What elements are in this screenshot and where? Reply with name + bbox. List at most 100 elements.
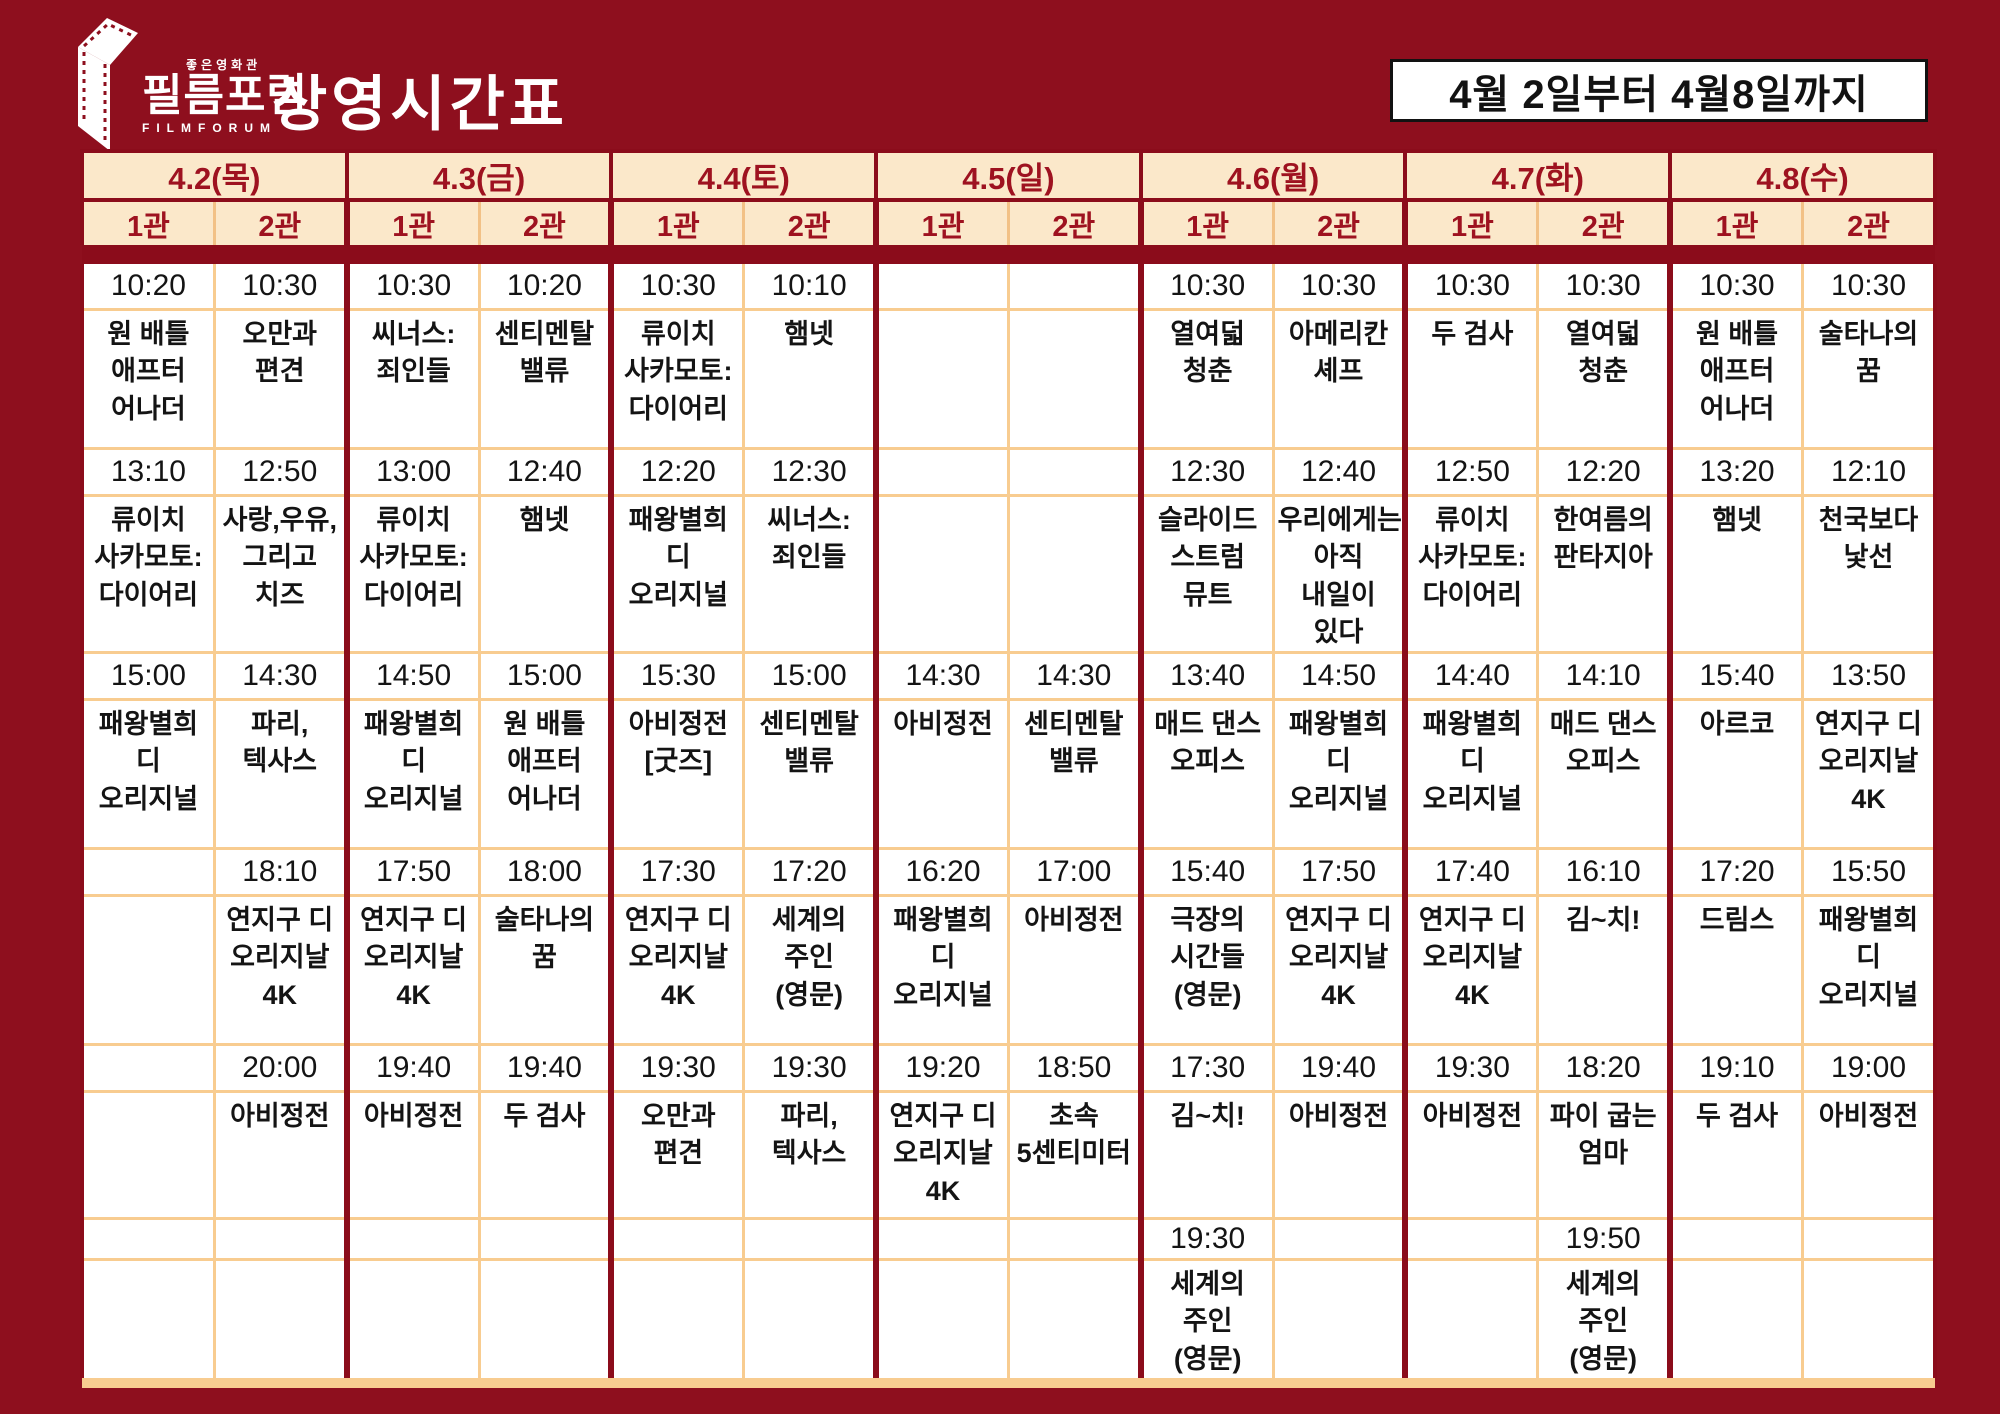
- movie-title-cell: 아비정전: [1006, 894, 1141, 1045]
- showtime-cell: 19:30: [1137, 1217, 1274, 1260]
- movie-title-cell: [1402, 1257, 1538, 1378]
- showtime-cell: [873, 264, 1009, 310]
- showtime-cell: 12:10: [1800, 447, 1937, 496]
- movie-title-cell: 파리, 텍사스: [212, 698, 347, 849]
- showtime-cell: 10:30: [608, 264, 744, 310]
- showtime-cell: 15:30: [608, 651, 744, 700]
- showtime-cell: 10:30: [212, 264, 347, 310]
- showtime-cell: 13:20: [1667, 447, 1803, 496]
- showtime-cell: 18:00: [477, 847, 612, 896]
- showtime-cell: 19:10: [1667, 1043, 1803, 1092]
- movie-title-cell: 사랑,우유, 그리고 치즈: [212, 494, 347, 653]
- movie-title-cell: 아비정전: [1800, 1090, 1937, 1219]
- showtime-cell: [873, 447, 1009, 496]
- showtime-cell: 19:50: [1536, 1217, 1671, 1260]
- showtime-cell: 13:00: [343, 447, 480, 496]
- movie-title-cell: 연지구 디 오리지날 4K: [873, 1090, 1009, 1219]
- showtime-cell: 12:20: [1536, 447, 1671, 496]
- movie-title-cell: 드림스: [1667, 894, 1803, 1045]
- movie-title-cell: 원 배틀 애프터 어나더: [79, 308, 215, 449]
- movie-title-cell: 매드 댄스 오피스: [1536, 698, 1671, 849]
- showtime-cell: 10:30: [1800, 264, 1937, 310]
- movie-title-cell: 연지구 디 오리지날 4K: [343, 894, 480, 1045]
- showtime-cell: 19:40: [1271, 1043, 1406, 1092]
- movie-title-cell: 파이 굽는 엄마: [1536, 1090, 1671, 1219]
- showtime-cell: 14:30: [1006, 651, 1141, 700]
- showtime-cell: 19:40: [477, 1043, 612, 1092]
- showtime-cell: 19:40: [343, 1043, 480, 1092]
- movie-title-cell: 패왕별희 디 오리지널: [1271, 698, 1406, 849]
- movie-title-cell: 아르코: [1667, 698, 1803, 849]
- film-box-icon: [78, 18, 138, 151]
- timetable-wrap: 4.2(목) 4.3(금) 4.4(토) 4.5(일) 4.6(월) 4.7(화) 4.8(…: [79, 149, 1937, 1388]
- screen-header: 2관: [1006, 200, 1141, 245]
- showtime-cell: [1006, 1217, 1141, 1260]
- showtime-cell: [1402, 1217, 1538, 1260]
- movie-title-cell: [212, 1257, 347, 1378]
- screen-header: 2관: [742, 200, 877, 245]
- movie-title-cell: 아비정전: [212, 1090, 347, 1219]
- screen-header: 2관: [212, 200, 347, 245]
- movie-title-cell: 연지구 디 오리지날 4K: [1402, 894, 1538, 1045]
- movie-title-cell: 천국보다 낯선: [1800, 494, 1937, 653]
- movie-title-cell: 오만과 편견: [608, 1090, 744, 1219]
- movie-title-cell: 연지구 디 오리지날 4K: [1800, 698, 1937, 849]
- date-range-box: 4월 2일부터 4월8일까지: [1390, 59, 1928, 122]
- movie-title-cell: 김~치!: [1137, 1090, 1274, 1219]
- movie-title-cell: [1667, 1257, 1803, 1378]
- showtime-cell: 12:30: [742, 447, 877, 496]
- showtime-cell: [1800, 1217, 1937, 1260]
- day-header: 4.8(수): [1668, 149, 1937, 202]
- movie-title-cell: [79, 1257, 215, 1378]
- showtime-cell: [1006, 447, 1141, 496]
- showtime-cell: [1667, 1217, 1803, 1260]
- showtime-cell: [742, 1217, 877, 1260]
- showtime-cell: 19:30: [608, 1043, 744, 1092]
- showtime-cell: 14:40: [1402, 651, 1538, 700]
- filmforum-logo: 좋은영화관 필름포럼 FILMFORUM: [76, 12, 307, 152]
- movie-title-cell: [873, 494, 1009, 653]
- screen-header: 1관: [608, 200, 744, 245]
- logo-tagline: 좋은영화관: [186, 58, 262, 72]
- screen-header: 1관: [1402, 200, 1538, 245]
- showtime-cell: 19:00: [1800, 1043, 1937, 1092]
- screen-header: 2관: [1800, 200, 1937, 245]
- showtime-cell: 10:20: [477, 264, 612, 310]
- showtime-cell: 16:20: [873, 847, 1009, 896]
- showtime-cell: 14:50: [343, 651, 480, 700]
- movie-title-cell: 센티멘탈 밸류: [477, 308, 612, 449]
- showtime-cell: 10:30: [343, 264, 480, 310]
- showtime-cell: [79, 847, 215, 896]
- showtime-cell: 17:20: [742, 847, 877, 896]
- showtime-cell: 14:50: [1271, 651, 1406, 700]
- showtime-cell: 14:30: [873, 651, 1009, 700]
- showtime-cell: [79, 1043, 215, 1092]
- screen-header: 1관: [343, 200, 480, 245]
- showtime-cell: [1006, 264, 1141, 310]
- screen-header: 2관: [477, 200, 612, 245]
- movie-title-cell: 두 검사: [1667, 1090, 1803, 1219]
- movie-title-cell: 술타나의 꿈: [477, 894, 612, 1045]
- movie-title-cell: 매드 댄스 오피스: [1137, 698, 1274, 849]
- day-header: 4.4(토): [609, 149, 879, 202]
- showtime-cell: 10:30: [1137, 264, 1274, 310]
- showtime-cell: 10:30: [1402, 264, 1538, 310]
- showtime-cell: 19:20: [873, 1043, 1009, 1092]
- movie-title-cell: 류이치 사카모토: 다이어리: [608, 308, 744, 449]
- movie-title-cell: [477, 1257, 612, 1378]
- movie-title-cell: 파리, 텍사스: [742, 1090, 877, 1219]
- showtime-cell: [477, 1217, 612, 1260]
- movie-title-cell: 연지구 디 오리지날 4K: [1271, 894, 1406, 1045]
- showtime-cell: 17:50: [343, 847, 480, 896]
- movie-title-cell: 햄넷: [742, 308, 877, 449]
- showtime-cell: 17:20: [1667, 847, 1803, 896]
- screen-header: 2관: [1271, 200, 1406, 245]
- showtime-cell: 17:30: [608, 847, 744, 896]
- movie-title-cell: 아비정전: [1271, 1090, 1406, 1219]
- showtime-cell: [79, 1217, 215, 1260]
- showtime-cell: 12:50: [1402, 447, 1538, 496]
- showtime-cell: 14:10: [1536, 651, 1671, 700]
- movie-title-cell: 패왕별희 디 오리지널: [343, 698, 480, 849]
- movie-title-cell: 오만과 편견: [212, 308, 347, 449]
